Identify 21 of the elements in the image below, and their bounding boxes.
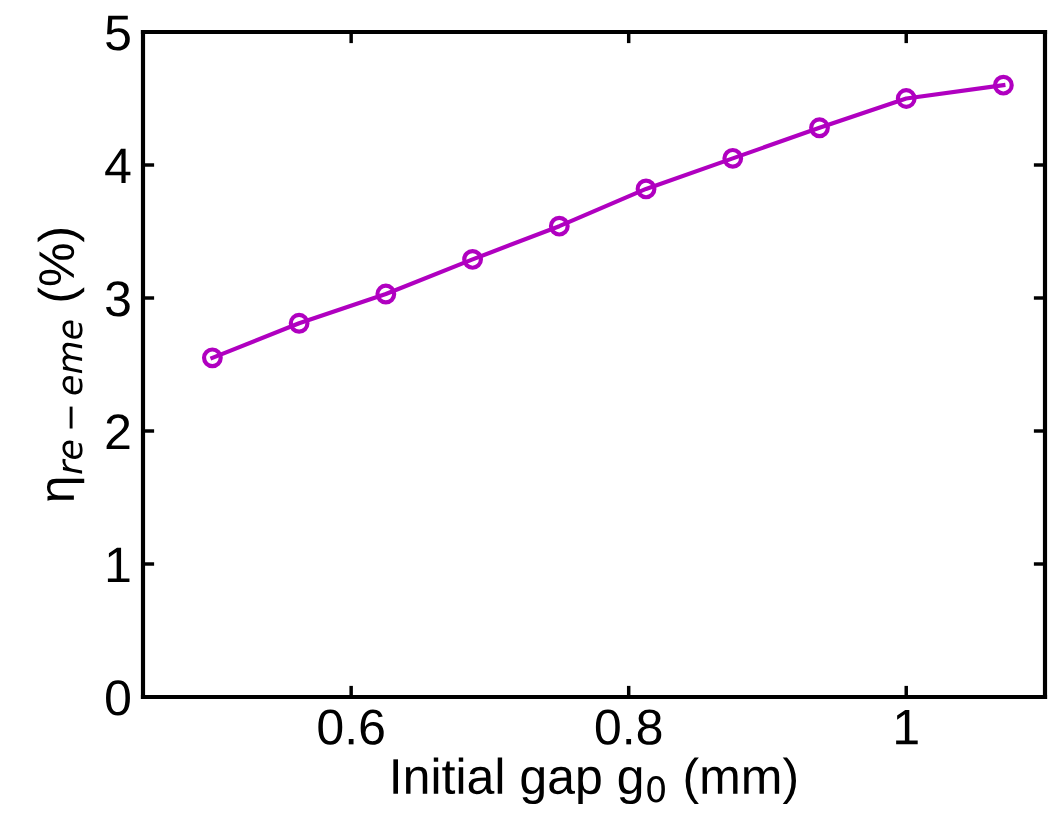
- point: [375, 283, 397, 305]
- point: [201, 347, 223, 369]
- point: [548, 215, 570, 237]
- y-tick-label: 0: [106, 680, 130, 716]
- y-tick-label: 4: [105, 148, 131, 184]
- x-tick-label: 0.6: [318, 709, 384, 745]
- x-tick-label: 1: [896, 709, 918, 745]
- y-tick-label: 3: [105, 281, 130, 317]
- y-tick-label: 5: [106, 15, 130, 51]
- point: [809, 117, 830, 139]
- point: [635, 178, 657, 200]
- x-tick-label: 0.8: [595, 709, 662, 745]
- y-tick-label: 1: [107, 547, 130, 583]
- x-axis-title: Initial gap g$_{0}$ (mm): [393, 757, 796, 805]
- y-tick-label: 2: [106, 414, 130, 450]
- point: [722, 147, 744, 169]
- point: [288, 312, 310, 334]
- y-axis-title: η$_{re−eme}$ (%): [37, 229, 85, 501]
- point: [462, 249, 483, 270]
- point: [992, 74, 1014, 96]
- point: [895, 88, 917, 109]
